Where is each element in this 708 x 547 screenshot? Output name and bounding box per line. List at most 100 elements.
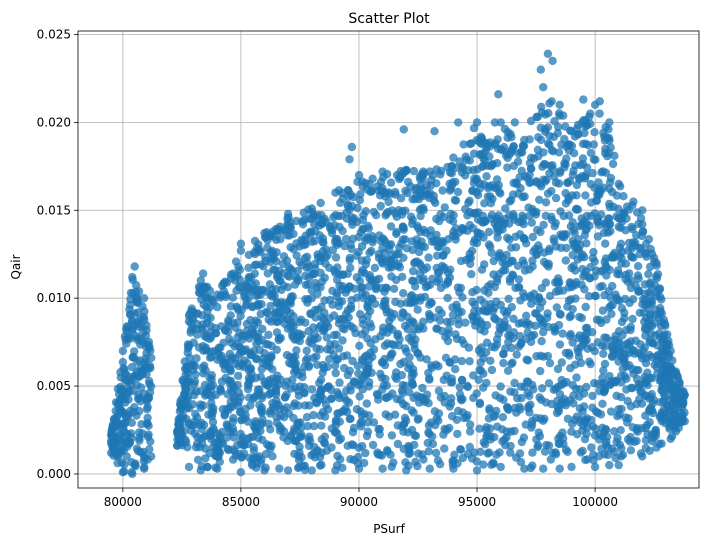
scatter-point [451, 364, 460, 374]
scatter-point [597, 444, 606, 453]
scatter-point [600, 379, 610, 388]
scatter-point [337, 297, 347, 306]
scatter-point [304, 435, 313, 444]
scatter-point [192, 354, 201, 363]
scatter-point [343, 319, 352, 328]
scatter-point [249, 446, 259, 455]
scatter-point [618, 364, 627, 373]
scatter-point [563, 302, 572, 311]
scatter-point [299, 208, 308, 217]
scatter-point [555, 464, 564, 473]
scatter-point [201, 366, 210, 375]
scatter-point [514, 283, 524, 292]
scatter-point [450, 195, 459, 205]
scatter-point [401, 186, 410, 195]
x-axis-label: PSurf [373, 522, 405, 536]
scatter-point [264, 379, 273, 388]
scatter-point [492, 175, 502, 184]
scatter-point [137, 321, 146, 331]
scatter-point [137, 383, 146, 392]
scatter-point [333, 451, 342, 461]
scatter-point [378, 167, 387, 176]
scatter-point [434, 269, 443, 278]
scatter-point [424, 447, 433, 456]
scatter-point [365, 248, 374, 257]
scatter-point [571, 205, 581, 214]
scatter-point [615, 296, 624, 305]
scatter-point [644, 270, 653, 279]
scatter-point [638, 452, 647, 461]
scatter-point [647, 296, 656, 306]
scatter-point [122, 327, 132, 336]
scatter-point [575, 222, 584, 231]
scatter-point [523, 377, 533, 386]
scatter-point [535, 432, 545, 441]
scatter-point [598, 341, 607, 350]
scatter-point [557, 375, 566, 385]
scatter-point [451, 163, 461, 172]
scatter-point [512, 350, 521, 359]
scatter-point [596, 410, 606, 419]
scatter-point [363, 312, 372, 321]
scatter-point [573, 120, 583, 130]
scatter-point [628, 364, 637, 374]
scatter-point [677, 402, 687, 412]
scatter-point [414, 224, 423, 233]
scatter-point [121, 394, 130, 404]
scatter-point [434, 305, 444, 315]
scatter-point [276, 235, 285, 244]
scatter-point [599, 349, 608, 358]
scatter-point [399, 289, 408, 298]
scatter-point [577, 214, 586, 223]
scatter-point [313, 210, 322, 220]
scatter-point [449, 153, 458, 162]
scatter-point [476, 295, 485, 304]
scatter-point [233, 380, 242, 390]
scatter-point [504, 405, 513, 415]
scatter-point [309, 353, 318, 363]
scatter-point [346, 304, 356, 313]
scatter-point [571, 360, 580, 369]
scatter-point [490, 313, 499, 322]
scatter-point [447, 374, 456, 383]
scatter-point [506, 448, 515, 457]
scatter-point [363, 303, 372, 312]
scatter-point [373, 390, 383, 400]
scatter-point [307, 451, 316, 460]
scatter-point [588, 422, 598, 431]
scatter-point [574, 246, 584, 255]
scatter-point [136, 448, 145, 457]
scatter-point [646, 310, 655, 319]
scatter-point [407, 406, 416, 415]
scatter-point [555, 100, 564, 110]
scatter-point [611, 335, 620, 344]
scatter-point [333, 235, 342, 244]
scatter-point [504, 259, 513, 268]
scatter-point [229, 269, 238, 278]
scatter-point [656, 322, 666, 331]
scatter-point [517, 166, 526, 175]
scatter-point [211, 451, 220, 460]
scatter-point [345, 253, 355, 263]
scatter-point [419, 205, 428, 215]
scatter-point [551, 193, 561, 203]
scatter-point [205, 373, 214, 383]
scatter-point [652, 258, 661, 268]
scatter-point [554, 122, 563, 132]
scatter-point [244, 379, 253, 389]
scatter-point [327, 228, 337, 238]
scatter-point [397, 210, 407, 219]
scatter-point [551, 384, 560, 393]
scatter-point [266, 230, 276, 239]
scatter-point [636, 387, 645, 396]
scatter-point [507, 302, 516, 312]
scatter-point [142, 395, 151, 404]
scatter-point [359, 458, 369, 468]
scatter-point [204, 410, 213, 419]
scatter-point [448, 310, 458, 320]
scatter-point [320, 432, 330, 441]
scatter-point [470, 174, 479, 183]
scatter-point [581, 302, 590, 312]
scatter-point [515, 402, 524, 412]
scatter-point [652, 443, 661, 452]
